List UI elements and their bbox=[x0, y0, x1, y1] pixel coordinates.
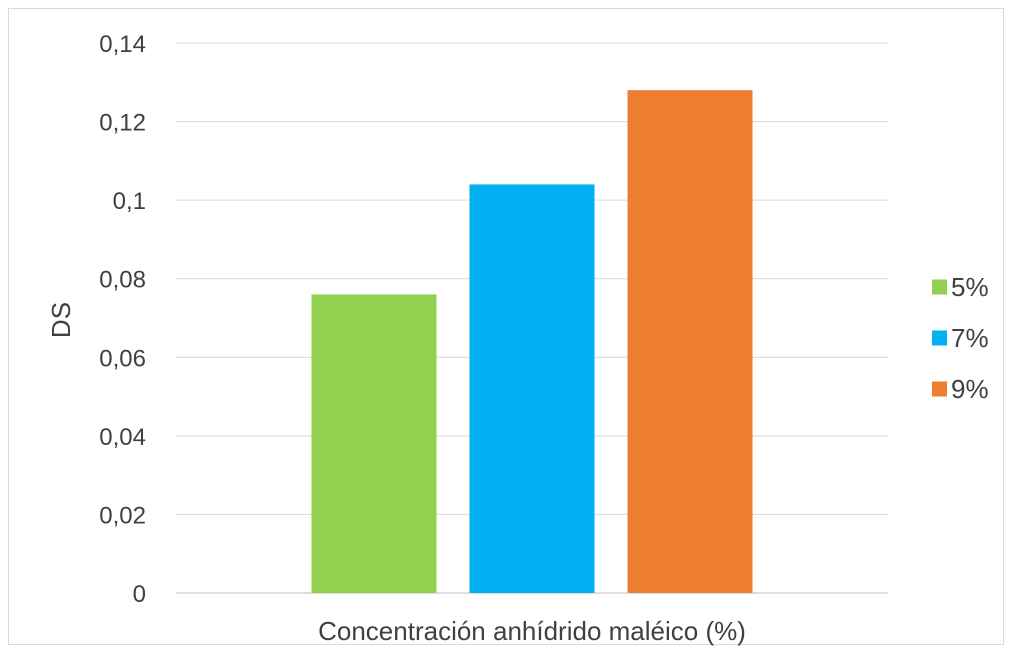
bar-series-3 bbox=[627, 90, 753, 594]
y-tick-label: 0,02 bbox=[99, 502, 146, 529]
y-tick-label: 0 bbox=[133, 581, 146, 608]
x-axis-title: Concentración anhídrido maléico (%) bbox=[318, 616, 746, 646]
y-axis-tick-labels: 0 0,02 0,04 0,06 0,08 0,1 0,12 0,14 bbox=[99, 31, 146, 608]
bar-series-2 bbox=[469, 184, 595, 593]
legend-label: 9% bbox=[951, 374, 989, 404]
legend: 5% 7% 9% bbox=[932, 272, 989, 404]
legend-label: 7% bbox=[951, 323, 989, 353]
y-axis-title: DS bbox=[46, 302, 76, 338]
bars bbox=[311, 90, 753, 594]
y-tick-label: 0,04 bbox=[99, 424, 146, 451]
y-tick-label: 0,12 bbox=[99, 110, 146, 137]
legend-swatch bbox=[932, 330, 947, 346]
y-tick-label: 0,06 bbox=[99, 345, 146, 372]
legend-swatch bbox=[932, 279, 947, 295]
y-tick-label: 0,14 bbox=[99, 31, 146, 58]
legend-label: 5% bbox=[951, 272, 989, 302]
y-tick-label: 0,08 bbox=[99, 267, 146, 294]
y-tick-label: 0,1 bbox=[113, 188, 146, 215]
legend-swatch bbox=[932, 381, 947, 397]
bar-series-1 bbox=[311, 294, 437, 593]
